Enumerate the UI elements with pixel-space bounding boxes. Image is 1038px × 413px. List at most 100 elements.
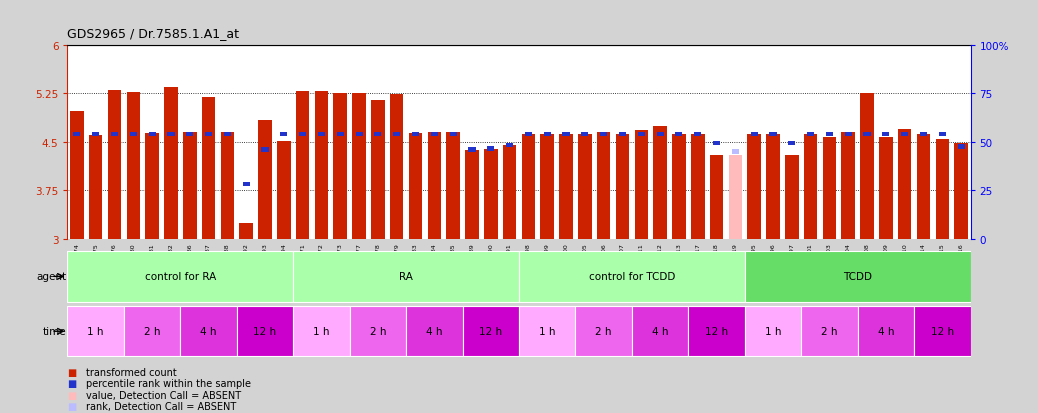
Bar [108, 91, 121, 240]
Text: 2 h: 2 h [144, 326, 161, 337]
Bar [785, 155, 798, 240]
Bar [352, 94, 365, 240]
Bar [632, 306, 688, 356]
Bar [89, 136, 103, 240]
Bar [563, 133, 570, 137]
Bar [293, 306, 350, 356]
Bar [732, 150, 739, 154]
Bar [299, 133, 306, 137]
Bar [237, 306, 294, 356]
Bar [522, 135, 536, 240]
Bar [914, 306, 971, 356]
Text: ■: ■ [67, 390, 77, 400]
Bar [600, 133, 607, 137]
Bar [616, 135, 629, 240]
Bar [355, 133, 362, 137]
Bar [917, 135, 930, 240]
Bar [67, 251, 294, 302]
Bar [145, 134, 159, 240]
Bar [296, 91, 309, 240]
Bar [409, 133, 422, 240]
Bar [826, 133, 834, 137]
Bar [920, 133, 927, 137]
Bar [372, 101, 385, 240]
Bar [938, 133, 946, 137]
Bar [879, 137, 893, 240]
Bar [130, 133, 137, 137]
Bar [293, 251, 519, 302]
Text: 1 h: 1 h [539, 326, 555, 337]
Bar [412, 133, 419, 137]
Bar [336, 133, 344, 137]
Bar [127, 93, 140, 240]
Bar [221, 133, 235, 240]
Bar [71, 112, 84, 240]
Text: 1 h: 1 h [87, 326, 104, 337]
Text: 2 h: 2 h [821, 326, 838, 337]
Bar [745, 251, 971, 302]
Bar [465, 150, 479, 240]
Bar [183, 133, 196, 240]
Bar [676, 133, 683, 137]
Bar [406, 306, 463, 356]
Bar [240, 223, 253, 240]
Bar [857, 306, 914, 356]
Bar [845, 133, 852, 137]
Bar [463, 306, 519, 356]
Text: 1 h: 1 h [765, 326, 782, 337]
Bar [807, 133, 814, 137]
Bar [823, 137, 837, 240]
Bar [597, 133, 610, 240]
Bar [637, 133, 645, 137]
Text: time: time [43, 326, 66, 337]
Text: percentile rank within the sample: percentile rank within the sample [86, 378, 251, 388]
Bar [468, 148, 475, 152]
Bar [148, 133, 156, 137]
Bar [842, 133, 855, 240]
Bar [673, 135, 686, 240]
Bar [581, 133, 589, 137]
Bar [525, 133, 532, 137]
Bar [575, 306, 632, 356]
Bar [318, 133, 325, 137]
Text: 4 h: 4 h [426, 326, 442, 337]
Text: control for TCDD: control for TCDD [589, 272, 675, 282]
Text: control for RA: control for RA [144, 272, 216, 282]
Bar [864, 133, 871, 137]
Text: 4 h: 4 h [200, 326, 217, 337]
Text: TCDD: TCDD [843, 272, 872, 282]
Text: 1 h: 1 h [313, 326, 330, 337]
Bar [691, 135, 705, 240]
Bar [280, 133, 288, 137]
Bar [559, 135, 573, 240]
Bar [428, 133, 441, 240]
Bar [519, 251, 745, 302]
Bar [766, 135, 780, 240]
Text: ■: ■ [67, 367, 77, 377]
Text: 4 h: 4 h [652, 326, 668, 337]
Text: ■: ■ [67, 401, 77, 411]
Bar [333, 94, 347, 240]
Bar [393, 133, 401, 137]
Bar [901, 133, 908, 137]
Bar [375, 133, 382, 137]
Text: 4 h: 4 h [877, 326, 894, 337]
Bar [315, 92, 328, 240]
Text: 12 h: 12 h [480, 326, 502, 337]
Bar [634, 131, 648, 240]
Bar [710, 155, 723, 240]
Bar [74, 133, 81, 137]
Bar [861, 93, 874, 240]
Bar [954, 144, 967, 240]
Bar [653, 126, 666, 240]
Bar [390, 95, 404, 240]
Bar [164, 88, 177, 240]
Bar [167, 133, 174, 137]
Bar [750, 133, 758, 137]
Bar [181, 306, 237, 356]
Bar [487, 147, 494, 151]
Bar [502, 146, 516, 240]
Bar [541, 135, 554, 240]
Bar [769, 133, 776, 137]
Bar [935, 139, 949, 240]
